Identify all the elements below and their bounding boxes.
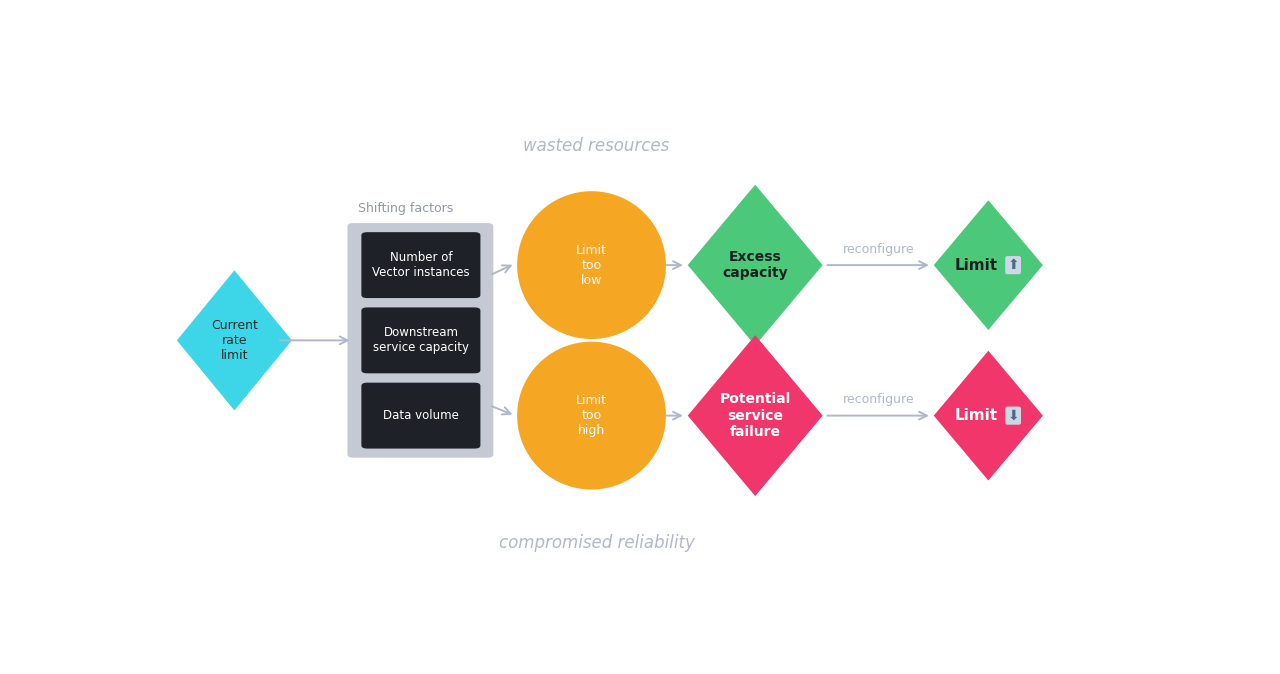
FancyBboxPatch shape <box>347 223 493 458</box>
FancyBboxPatch shape <box>361 232 480 298</box>
FancyBboxPatch shape <box>361 307 480 373</box>
Text: Shifting factors: Shifting factors <box>358 202 453 214</box>
Text: reconfigure: reconfigure <box>842 243 914 255</box>
Polygon shape <box>177 270 292 410</box>
Text: Limit
too
low: Limit too low <box>576 243 607 286</box>
Polygon shape <box>933 350 1043 481</box>
Text: ⬇: ⬇ <box>1007 408 1019 423</box>
Text: Downstream
service capacity: Downstream service capacity <box>372 326 468 355</box>
Text: Limit
too
high: Limit too high <box>576 394 607 437</box>
Polygon shape <box>933 200 1043 330</box>
Text: Data volume: Data volume <box>383 409 458 422</box>
Polygon shape <box>517 191 666 339</box>
Text: Limit: Limit <box>955 408 998 423</box>
Text: compromised reliability: compromised reliability <box>498 534 695 552</box>
Text: wasted resources: wasted resources <box>524 137 669 155</box>
Text: reconfigure: reconfigure <box>842 392 914 406</box>
Text: Limit: Limit <box>955 257 998 272</box>
Text: Potential
service
failure: Potential service failure <box>719 392 791 439</box>
Polygon shape <box>687 185 823 346</box>
Polygon shape <box>517 342 666 489</box>
FancyBboxPatch shape <box>361 383 480 449</box>
Text: Excess
capacity: Excess capacity <box>722 250 788 280</box>
Text: Current
rate
limit: Current rate limit <box>211 319 257 362</box>
Text: ⬆: ⬆ <box>1007 258 1019 272</box>
Text: Number of
Vector instances: Number of Vector instances <box>372 251 470 279</box>
Polygon shape <box>687 335 823 496</box>
